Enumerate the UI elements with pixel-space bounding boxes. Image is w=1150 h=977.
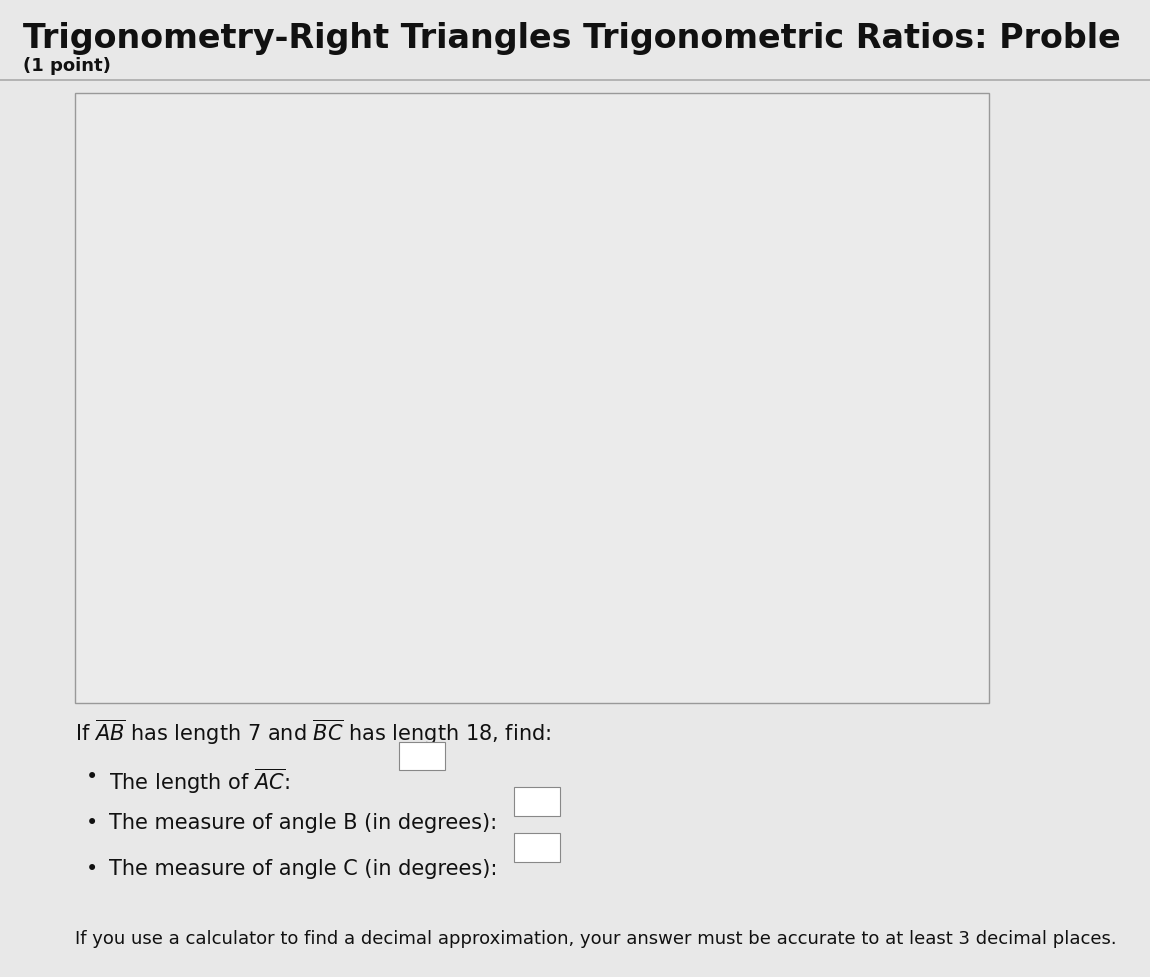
Text: B: B — [820, 648, 835, 668]
Text: (1 point): (1 point) — [23, 57, 110, 74]
Text: 18: 18 — [705, 398, 737, 422]
Text: A: A — [476, 648, 490, 668]
Text: Trigonometry-Right Triangles Trigonometric Ratios: Proble: Trigonometry-Right Triangles Trigonometr… — [23, 22, 1121, 56]
Text: 7: 7 — [650, 656, 666, 680]
Text: C: C — [475, 176, 489, 195]
Text: •: • — [86, 859, 99, 878]
Text: The measure of angle B (in degrees):: The measure of angle B (in degrees): — [109, 813, 497, 832]
Text: •: • — [86, 813, 99, 832]
Text: •: • — [86, 767, 99, 786]
Text: The length of $\overline{AC}$:: The length of $\overline{AC}$: — [109, 767, 290, 796]
Text: If $\overline{AB}$ has length 7 and $\overline{BC}$ has length 18, find:: If $\overline{AB}$ has length 7 and $\ov… — [75, 718, 551, 747]
Text: If you use a calculator to find a decimal approximation, your answer must be acc: If you use a calculator to find a decima… — [75, 930, 1117, 948]
Text: The measure of angle C (in degrees):: The measure of angle C (in degrees): — [109, 859, 498, 878]
